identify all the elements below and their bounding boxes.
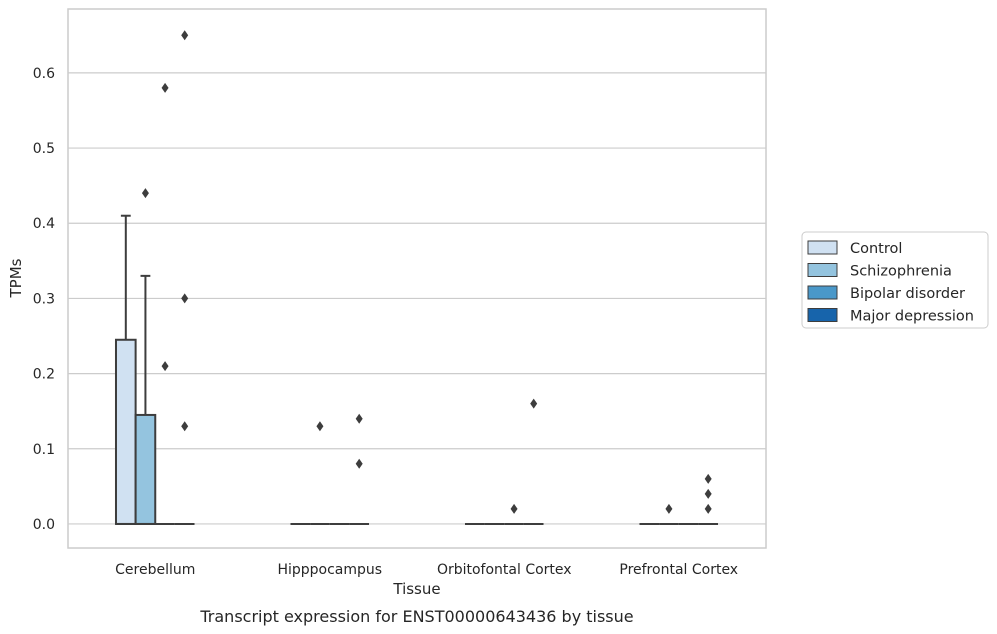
x-axis-label: Tissue [392, 580, 440, 598]
y-tick-label: 0.4 [33, 216, 55, 232]
outlier-point [665, 503, 673, 514]
legend: Control Schizophrenia Bipolar disorder Majo… [801, 231, 989, 329]
outlier-point [704, 473, 712, 484]
outlier-point [141, 188, 149, 199]
outlier-point [161, 361, 169, 372]
legend-swatch [807, 263, 838, 277]
y-tick-labels: 0.0 0.1 0.2 0.3 0.4 0.5 0.6 [33, 66, 55, 533]
y-tick-label: 0.0 [33, 517, 55, 533]
legend-swatch [807, 285, 838, 300]
x-tick-label: Hipppocampus [277, 562, 382, 578]
legend-swatch [807, 240, 838, 255]
y-tick-label: 0.1 [33, 442, 55, 458]
legend-swatch [807, 308, 838, 322]
box-schizophrenia [310, 421, 330, 525]
plot-background [68, 9, 766, 548]
outlier-point [161, 82, 169, 93]
box-body [114, 338, 137, 525]
y-tick-label: 0.5 [33, 141, 55, 157]
legend-frame [801, 231, 989, 329]
box-major-depression [698, 473, 719, 525]
outlier-point [181, 30, 189, 41]
outlier-point [181, 293, 189, 304]
box-schizophrenia [659, 503, 679, 525]
outlier-point [530, 398, 538, 409]
y-tick-label: 0.6 [33, 66, 55, 82]
outlier-point [510, 503, 518, 514]
box-bipolar-disorder [155, 82, 175, 525]
chart-caption: Transcript expression for ENST0000064343… [199, 607, 633, 626]
box-major-depression [174, 30, 195, 525]
outlier-point [704, 503, 712, 514]
outlier-point [704, 488, 712, 499]
outlier-point [316, 421, 324, 432]
y-tick-label: 0.2 [33, 367, 55, 383]
outlier-point [355, 413, 363, 424]
legend-label: Control [850, 241, 902, 257]
legend-label: Major depression [850, 309, 974, 325]
outlier-point [181, 421, 189, 432]
x-tick-label: Orbitofontal Cortex [437, 562, 572, 578]
box-major-depression [349, 413, 370, 525]
outlier-point [355, 458, 363, 469]
y-tick-label: 0.3 [33, 291, 55, 307]
x-tick-label: Prefrontal Cortex [619, 562, 738, 578]
box-schizophrenia [134, 188, 157, 525]
legend-label: Bipolar disorder [850, 286, 965, 302]
box-body [134, 413, 157, 525]
box-marks [114, 30, 719, 525]
plot-frame [67, 8, 767, 549]
box-bipolar-disorder [504, 503, 524, 525]
box-major-depression [523, 398, 544, 525]
legend-label: Schizophrenia [850, 264, 952, 280]
y-axis-label: TPMs [7, 258, 25, 298]
x-tick-label: Cerebellum [115, 562, 195, 578]
x-tick-labels: Cerebellum Hipppocampus Orbitofontal Corte… [115, 562, 738, 578]
